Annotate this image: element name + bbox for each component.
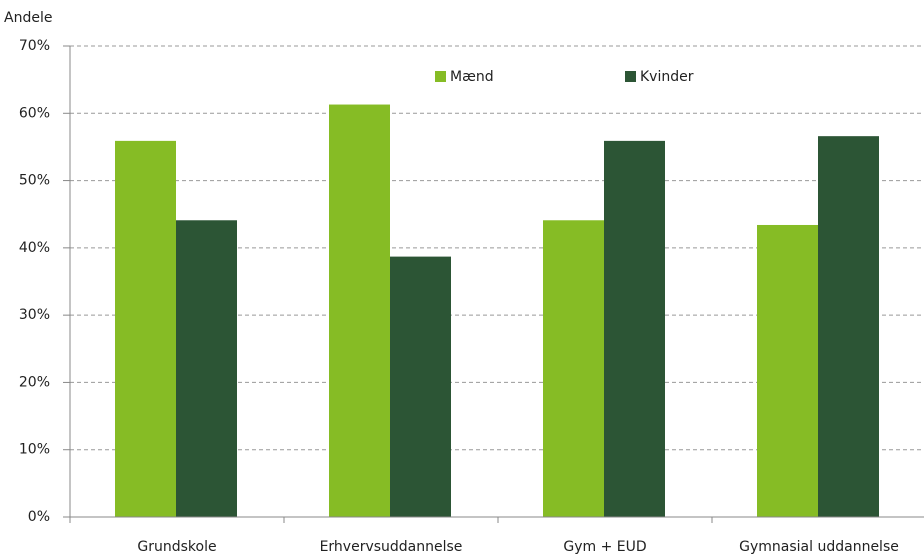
y-axis-label: Andele	[4, 10, 52, 26]
bar	[757, 224, 818, 518]
y-tick-label: 10%	[19, 442, 50, 458]
y-tick-label: 70%	[19, 38, 50, 54]
y-tick-label: 50%	[19, 173, 50, 189]
y-tick-label: 60%	[19, 105, 50, 121]
bar	[329, 104, 390, 517]
y-tick-label: 40%	[19, 240, 50, 256]
bar	[818, 136, 879, 518]
y-tick-label: 30%	[19, 307, 50, 323]
x-tick-label: Erhvervsuddannelse	[320, 539, 463, 555]
legend-label: Kvinder	[640, 69, 694, 85]
legend-label: Mænd	[450, 69, 494, 85]
legend-swatch	[435, 71, 446, 82]
legend-swatch	[625, 71, 636, 82]
bar	[604, 140, 665, 517]
y-tick-label: 0%	[28, 509, 50, 525]
y-tick-label: 20%	[19, 374, 50, 390]
bar	[115, 140, 176, 517]
x-tick-label: Grundskole	[137, 539, 216, 555]
bar	[390, 256, 451, 517]
x-tick-label: Gymnasial uddannelse	[739, 539, 899, 555]
bar	[176, 220, 237, 517]
x-tick-label: Gym + EUD	[563, 539, 646, 555]
bar	[543, 220, 604, 517]
